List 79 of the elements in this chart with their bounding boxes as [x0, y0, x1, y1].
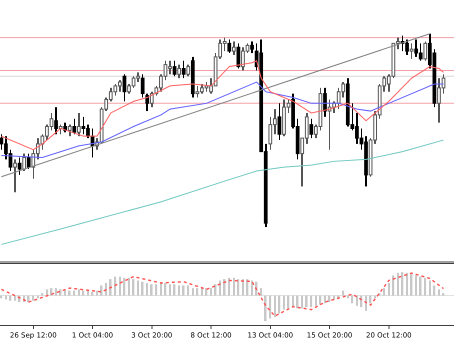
bar [287, 296, 290, 308]
bar [310, 296, 312, 308]
bar [315, 296, 317, 306]
bar [278, 296, 280, 314]
bar [182, 286, 184, 296]
bar [242, 279, 244, 296]
bar [301, 296, 304, 308]
bar [132, 279, 134, 296]
bar [219, 280, 221, 296]
bar [78, 289, 80, 296]
bar [415, 275, 417, 296]
bar [223, 279, 226, 296]
bar [292, 296, 294, 308]
bar [146, 282, 148, 296]
bar [73, 290, 76, 296]
bar [246, 279, 248, 296]
bar [96, 290, 98, 296]
bar [0, 296, 2, 298]
bar [155, 284, 158, 296]
bar [442, 293, 444, 296]
bar [160, 282, 162, 296]
bar [14, 296, 16, 301]
bar [429, 280, 431, 296]
bar [438, 289, 440, 296]
bar [283, 296, 285, 310]
bar [383, 288, 386, 296]
bar [37, 296, 39, 298]
bar [41, 293, 44, 296]
bar [91, 292, 94, 296]
bar [305, 296, 308, 308]
bar [351, 296, 354, 304]
bar [150, 284, 153, 296]
bar [264, 296, 267, 322]
bar [406, 272, 408, 296]
bar [164, 282, 166, 296]
bar [27, 296, 30, 302]
bar [369, 296, 372, 304]
bar [173, 284, 176, 296]
bar [397, 272, 399, 296]
bar [233, 278, 235, 296]
bar [141, 282, 144, 296]
bar [324, 296, 326, 304]
bar [260, 288, 262, 296]
bar [342, 290, 344, 296]
bar [401, 272, 404, 296]
bar [201, 288, 203, 296]
bar [410, 274, 412, 296]
bar [128, 278, 130, 296]
bar [205, 288, 208, 296]
bar [119, 276, 121, 296]
bar [187, 286, 190, 296]
bar [419, 276, 422, 296]
bar [333, 296, 335, 300]
bar [424, 278, 426, 296]
bar [214, 284, 216, 296]
bar [210, 288, 212, 296]
bar [5, 296, 7, 300]
bar [137, 280, 139, 296]
bar [388, 282, 390, 296]
bar [55, 288, 57, 296]
bar [347, 296, 349, 298]
bar [59, 289, 62, 296]
bar [32, 296, 34, 301]
bar [356, 296, 358, 306]
bar [433, 286, 436, 296]
bar [9, 296, 12, 301]
bar [228, 278, 230, 296]
bar [169, 284, 171, 296]
bar [196, 288, 198, 296]
bar [68, 290, 71, 296]
bar [328, 296, 330, 302]
bar [374, 296, 376, 298]
bar [251, 280, 253, 296]
bar [296, 296, 298, 308]
bar [178, 286, 180, 296]
bar [192, 288, 194, 296]
bar [269, 296, 272, 319]
bar [100, 286, 102, 296]
bar [274, 296, 276, 318]
